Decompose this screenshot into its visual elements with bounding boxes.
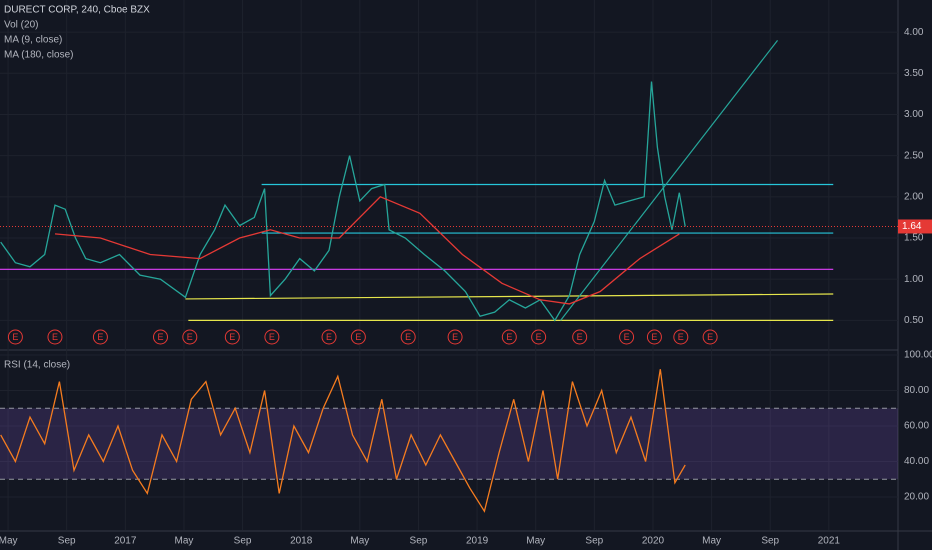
earnings-marker: [7, 329, 23, 345]
x-tick-label: May: [174, 536, 193, 547]
y-tick-label: 60.00: [904, 421, 929, 432]
earnings-label: E: [452, 332, 458, 342]
y-tick-label: 40.00: [904, 456, 929, 467]
y-tick-label: 20.00: [904, 492, 929, 503]
earnings-marker: [531, 329, 547, 345]
x-tick-label: May: [702, 536, 721, 547]
x-tick-label: 2017: [114, 536, 137, 547]
earnings-label: E: [269, 332, 275, 342]
x-tick-label: 2018: [290, 536, 313, 547]
trend-line: [185, 293, 834, 300]
y-tick-label: 3.00: [904, 109, 924, 120]
earnings-marker: [92, 329, 108, 345]
earnings-marker: [646, 329, 662, 345]
x-tick-label: Sep: [585, 536, 603, 547]
earnings-marker: [264, 329, 280, 345]
x-tick-label: 2019: [466, 536, 489, 547]
x-tick-label: May: [526, 536, 545, 547]
earnings-label: E: [651, 332, 657, 342]
y-tick-label: 0.50: [904, 315, 924, 326]
x-tick-label: 2021: [818, 536, 841, 547]
y-tick-label: 100.00: [904, 350, 932, 361]
y-tick-label: 1.00: [904, 274, 924, 285]
x-tick-label: Sep: [234, 536, 252, 547]
earnings-label: E: [52, 332, 58, 342]
y-tick-label: 2.50: [904, 150, 924, 161]
x-tick-label: May: [0, 536, 18, 547]
y-tick-label: 4.00: [904, 27, 924, 38]
y-tick-label: 2.00: [904, 191, 924, 202]
series-line: [0, 81, 686, 322]
earnings-marker: [702, 329, 718, 345]
earnings-label: E: [707, 332, 713, 342]
earnings-marker: [350, 329, 366, 345]
earnings-label: E: [405, 332, 411, 342]
series-line: [54, 196, 680, 305]
earnings-marker: [619, 329, 635, 345]
earnings-label: E: [678, 332, 684, 342]
earnings-marker: [447, 329, 463, 345]
earnings-marker: [572, 329, 588, 345]
x-tick-label: 2020: [642, 536, 665, 547]
earnings-label: E: [536, 332, 542, 342]
chart-title: DURECT CORP, 240, Cboe BZX: [4, 5, 150, 16]
indicator-label: MA (180, close): [4, 50, 73, 61]
y-tick-label: 80.00: [904, 385, 929, 396]
last-price-label: 1.64: [902, 221, 922, 232]
marks: [0, 39, 898, 513]
earnings-label: E: [187, 332, 193, 342]
x-tick-label: Sep: [410, 536, 428, 547]
earnings-label: E: [229, 332, 235, 342]
y-tick-label: 1.50: [904, 233, 924, 244]
earnings-label: E: [326, 332, 332, 342]
earnings-label: E: [97, 332, 103, 342]
rsi-band: [0, 408, 898, 480]
x-tick-label: Sep: [761, 536, 779, 547]
x-tick-label: May: [350, 536, 369, 547]
earnings-marker: [321, 329, 337, 345]
trend-line: [560, 39, 779, 321]
y-tick-label: 3.50: [904, 68, 924, 79]
earnings-label: E: [157, 332, 163, 342]
indicator-label: Vol (20): [4, 20, 38, 31]
earnings-label: E: [355, 332, 361, 342]
series-line: [0, 369, 686, 513]
last-price-box: [898, 219, 932, 234]
pane-title: RSI (14, close): [4, 360, 70, 371]
earnings-marker: [182, 329, 198, 345]
earnings-marker: [673, 329, 689, 345]
earnings-label: E: [624, 332, 630, 342]
x-tick-label: Sep: [58, 536, 76, 547]
earnings-label: E: [506, 332, 512, 342]
earnings-marker: [224, 329, 240, 345]
earnings-marker: [501, 329, 517, 345]
earnings-marker: [47, 329, 63, 345]
earnings-label: E: [577, 332, 583, 342]
earnings-label: E: [12, 332, 18, 342]
earnings-marker: [400, 329, 416, 345]
earnings-marker: [152, 329, 168, 345]
indicator-label: MA (9, close): [4, 35, 62, 46]
